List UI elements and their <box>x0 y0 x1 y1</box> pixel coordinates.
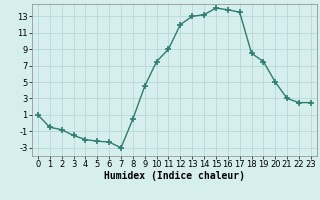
X-axis label: Humidex (Indice chaleur): Humidex (Indice chaleur) <box>104 171 245 181</box>
